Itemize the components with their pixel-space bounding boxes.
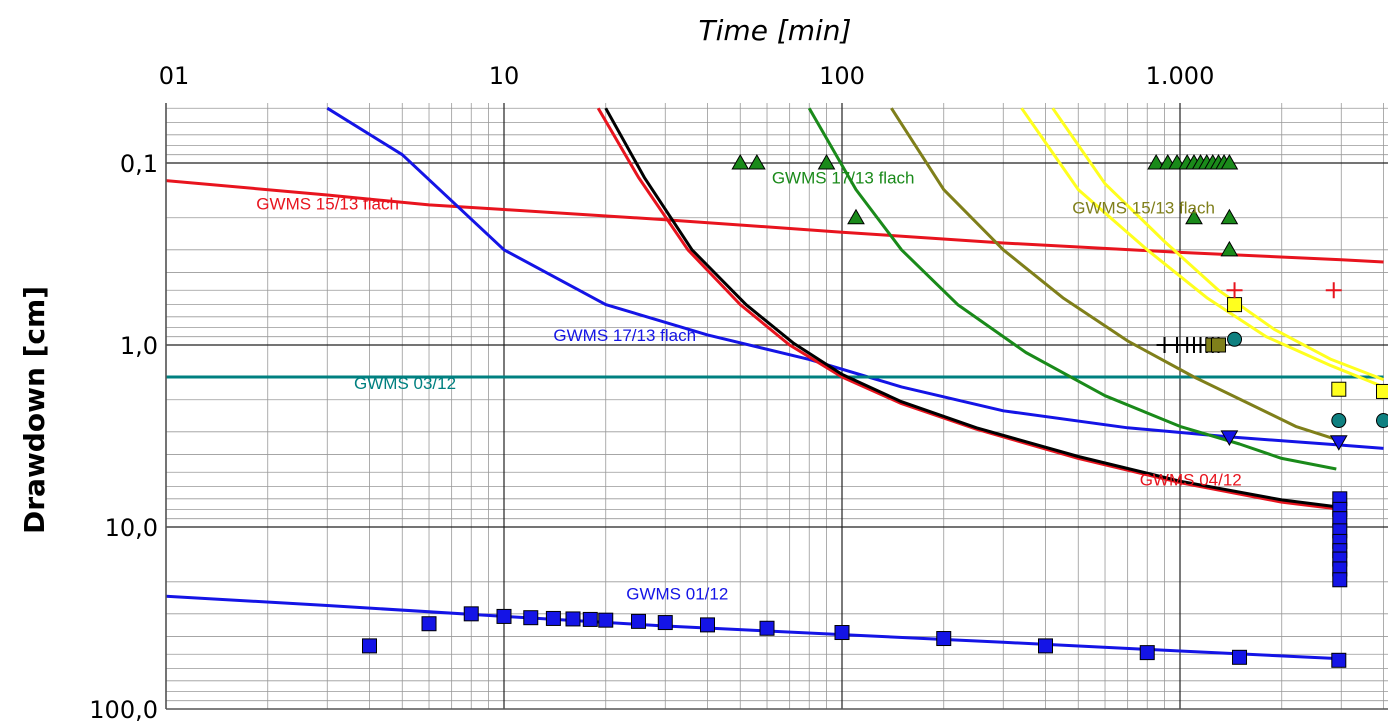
y-tick-labels: 0,1 1,0 10,0 100,0 — [89, 150, 158, 724]
curve — [604, 107, 1342, 509]
blue-square-marker — [496, 608, 512, 624]
green-triangle-marker — [1220, 153, 1239, 170]
red-plu-marker — [1226, 282, 1243, 299]
y-axis-title: Drawdown [cm] — [18, 286, 51, 534]
blue-square-marker — [1232, 649, 1248, 665]
green-triangle-marker — [847, 208, 865, 225]
blue-square-marker — [565, 611, 581, 627]
x-tick-label: 1.000 — [1146, 62, 1215, 90]
blue-squares-late-marker — [1332, 572, 1348, 588]
olive-square-marker — [1211, 337, 1227, 353]
blue-square-marker — [598, 612, 614, 628]
blue-down-triangle-marker — [1220, 430, 1239, 446]
curve — [596, 107, 1342, 511]
blue-square-marker — [657, 615, 673, 631]
x-tick-label: 100 — [819, 62, 865, 90]
green-triangle-marker — [1220, 240, 1239, 257]
curve — [807, 107, 1337, 471]
curve-label: GWMS 04/12 — [1140, 470, 1242, 489]
blue-square-marker — [1037, 638, 1053, 654]
blue-square-marker — [545, 610, 561, 626]
blue-square-marker — [523, 610, 539, 626]
teal-circle-marker — [1375, 413, 1388, 429]
blue-square-marker — [463, 606, 479, 622]
blue-square-marker — [759, 620, 775, 636]
y-tick-label: 1,0 — [120, 332, 158, 360]
curve — [890, 107, 1337, 441]
y-tick-label: 10,0 — [105, 514, 158, 542]
blue-square-marker — [361, 638, 377, 654]
green-triangle-marker — [748, 153, 766, 170]
curve — [1020, 107, 1385, 389]
curve-label: GWMS 03/12 — [354, 374, 456, 393]
teal-circle-marker — [1227, 331, 1243, 347]
annotations: GWMS 15/13 flach GWMS 17/13 flach GWMS 15/… — [256, 169, 1241, 604]
x-tick-label: 10 — [489, 62, 520, 90]
red-plu-marker — [1325, 282, 1342, 299]
blue-down-triangle-marker — [1329, 435, 1348, 451]
curve-label: GWMS 17/13 flach — [772, 169, 915, 188]
curve-label: GWMS 15/13 flach — [1072, 199, 1215, 218]
green-triangle-marker — [1147, 153, 1166, 170]
green-triangle-marker — [817, 153, 836, 170]
yellow-square-marker — [1331, 381, 1347, 397]
x-tick-labels: 01 10 100 1.000 — [159, 62, 1215, 90]
y-tick-label: 0,1 — [120, 150, 158, 178]
yellow-square-marker — [1227, 297, 1243, 313]
y-tick-label: 100,0 — [89, 696, 158, 724]
green-triangle-marker — [731, 153, 750, 170]
x-axis-title: Time [min] — [699, 14, 852, 47]
curve — [166, 179, 1384, 264]
blue-square-marker — [1139, 645, 1155, 661]
x-tick-label: 01 — [159, 62, 190, 90]
curve — [1051, 107, 1385, 381]
blue-square-marker — [421, 616, 437, 632]
blue-square-marker — [699, 617, 715, 633]
blue-square-marker — [834, 625, 850, 641]
yellow-square-marker — [1375, 383, 1388, 399]
teal-circle-marker — [1331, 413, 1347, 429]
blue-square-marker — [1331, 652, 1347, 668]
curve-label: GWMS 01/12 — [626, 584, 728, 603]
curve-label: GWMS 15/13 flach — [256, 194, 399, 213]
blue-square-marker — [631, 613, 647, 629]
curve — [326, 106, 1384, 450]
blue-square-marker — [582, 611, 598, 627]
data-points — [361, 153, 1388, 668]
curves — [166, 106, 1385, 661]
green-triangle-marker — [1185, 208, 1203, 225]
blue-square-marker — [936, 631, 952, 647]
curve-label: GWMS 17/13 flach — [553, 326, 696, 345]
green-triangle-marker — [1220, 208, 1239, 225]
